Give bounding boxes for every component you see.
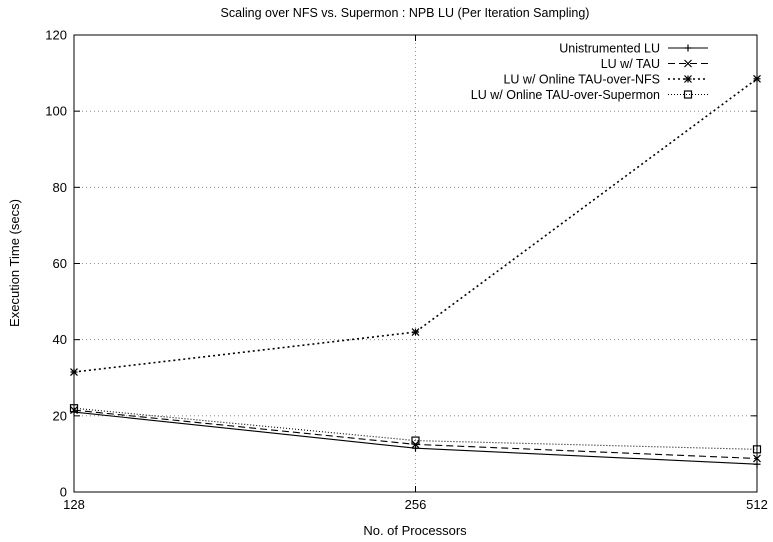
x-tick-label: 256 — [405, 497, 427, 512]
marker-stroke — [70, 368, 78, 376]
data-point-series-4 — [411, 436, 420, 445]
y-tick-label: 60 — [53, 256, 67, 271]
data-point-series-2 — [70, 406, 78, 415]
data-point-series-4 — [752, 445, 762, 454]
legend-swatch-marker — [684, 59, 692, 68]
data-point-series-2 — [753, 454, 761, 463]
marker-stroke — [752, 445, 762, 454]
x-tick-label: 512 — [746, 497, 768, 512]
series-group — [69, 74, 762, 468]
series-line-4 — [73, 407, 758, 450]
y-tick-label: 0 — [60, 485, 67, 500]
grid-lines — [74, 35, 757, 492]
marker-stroke — [753, 74, 761, 83]
y-axis-label: Execution Time (secs) — [7, 199, 22, 327]
axis-ticks: 0 20 40 60 80 100 120 128 256 512 — [45, 28, 768, 513]
marker-stroke — [684, 59, 692, 68]
chart-title: Scaling over NFS vs. Supermon : NPB LU (… — [221, 6, 590, 20]
legend-label: LU w/ Online TAU-over-Supermon — [471, 88, 660, 102]
y-tick-label: 40 — [53, 332, 67, 347]
legend-swatch-marker — [684, 44, 692, 52]
data-point-series-4 — [69, 404, 79, 413]
marker-stroke — [411, 328, 420, 336]
marker-stroke — [411, 436, 420, 445]
marker-stroke — [69, 404, 79, 413]
marker-stroke — [683, 90, 693, 99]
marker-stroke — [70, 406, 78, 415]
legend-label: LU w/ TAU — [601, 57, 660, 71]
data-point-series-1 — [412, 444, 419, 452]
data-point-series-3 — [753, 74, 761, 83]
x-tick-label: 128 — [63, 497, 85, 512]
x-axis-label: No. of Processors — [363, 523, 467, 538]
legend-swatch-marker — [684, 75, 692, 83]
series-line-3 — [73, 78, 758, 373]
data-point-series-3 — [411, 328, 420, 336]
y-tick-label: 80 — [53, 180, 67, 195]
marker-stroke — [753, 454, 761, 463]
legend-label: Unistrumented LU — [559, 42, 660, 56]
y-tick-label: 120 — [45, 28, 67, 43]
data-point-series-3 — [70, 368, 78, 376]
y-tick-label: 20 — [53, 408, 67, 423]
marker-stroke — [684, 75, 692, 83]
y-tick-label: 100 — [45, 104, 67, 119]
legend-swatch-marker — [683, 90, 693, 99]
legend-label: LU w/ Online TAU-over-NFS — [503, 73, 660, 87]
data-point-series-1 — [753, 460, 761, 468]
